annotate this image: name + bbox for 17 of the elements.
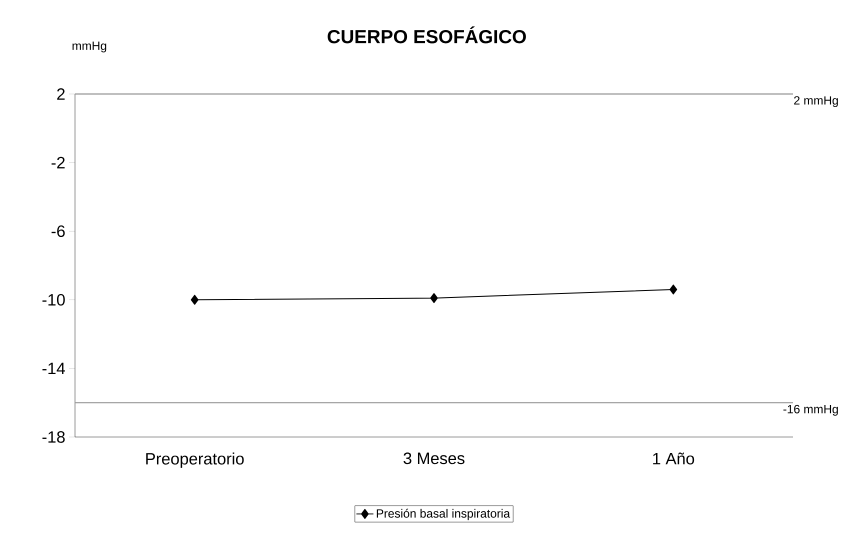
y-tick-label: -18 bbox=[42, 431, 65, 443]
y-tick-label: -2 bbox=[52, 156, 65, 168]
ref-line-label: -16 mmHg bbox=[783, 404, 838, 416]
legend-label: Presión basal inspiratoria bbox=[376, 508, 510, 520]
x-tick-label: Preoperatorio bbox=[146, 452, 244, 468]
y-tick-label: -6 bbox=[52, 225, 65, 238]
y-tick-label: 2 bbox=[57, 88, 65, 100]
x-tick-label: 3 Meses bbox=[404, 452, 464, 464]
point bbox=[430, 293, 438, 304]
x-tick-label: 1 Año bbox=[653, 452, 694, 464]
point bbox=[669, 284, 678, 294]
ref-line-label: 2 mmHg bbox=[794, 96, 838, 108]
chart-title: CUERPO ESOFÁGICO bbox=[328, 26, 526, 44]
point bbox=[190, 294, 199, 305]
y-tick-label: -10 bbox=[42, 294, 65, 306]
y-tick-label: -14 bbox=[42, 362, 65, 374]
y-axis-title: mmHg bbox=[72, 42, 106, 52]
